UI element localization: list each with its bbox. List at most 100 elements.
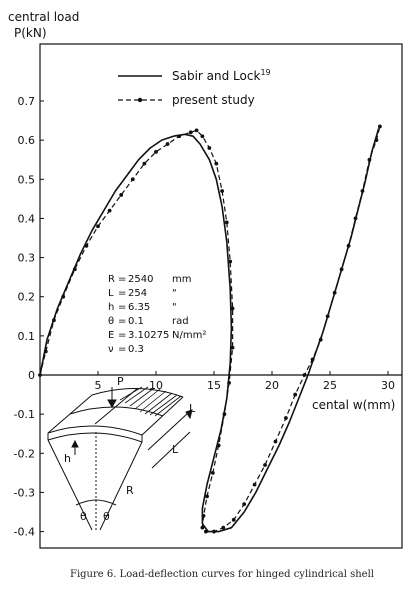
inset-label-load: P (117, 375, 124, 388)
x-tick-label: 5 (95, 379, 102, 392)
series-point-present-study (367, 157, 372, 162)
y-tick-label: 0.2 (18, 291, 36, 304)
series-point-present-study (107, 208, 112, 213)
angle-arc-left (75, 499, 97, 506)
series-point-present-study (263, 463, 267, 467)
x-tick-label: 15 (207, 379, 221, 392)
series-point-present-study (200, 134, 205, 139)
param-equals: = (118, 274, 126, 285)
series-point-present-study (231, 517, 236, 522)
radius-line-right (99, 441, 143, 531)
radius-line-left (47, 439, 93, 531)
dimension-line-2 (151, 431, 191, 469)
y-tick-label: 0.5 (18, 173, 36, 186)
series-point-present-study (119, 193, 124, 197)
series-point-present-study (96, 224, 100, 229)
y-tick-label: 0.7 (18, 95, 36, 108)
series-point-present-study (222, 412, 227, 417)
legend: Sabir and Lock19 present study (118, 68, 271, 107)
axis-ticks: 5 10 15 20 25 300.70.60.50.40.30.20.10-0.1-0.… (14, 95, 395, 539)
series-point-present-study (142, 161, 147, 166)
series-point-present-study (203, 529, 208, 534)
series-point-present-study (84, 243, 89, 248)
series-point-present-study (61, 294, 66, 299)
series-point-present-study (224, 220, 229, 225)
param-equals: = (118, 344, 126, 355)
shell-hatched-quarter (119, 386, 182, 417)
param-value: 0.1 (128, 316, 144, 327)
x-axis-label: cental w(mm) (312, 398, 395, 412)
series-point-present-study (52, 318, 56, 323)
series-point-present-study (230, 306, 235, 311)
series-point-present-study (360, 189, 365, 193)
series-point-present-study (310, 357, 315, 362)
param-unit: N/mm² (172, 330, 206, 341)
series-point-present-study (228, 259, 233, 264)
load-arrow-head (107, 399, 117, 409)
param-value: 3.10275 (128, 330, 169, 341)
param-equals: = (118, 330, 126, 341)
inset-label-length1: L (189, 402, 196, 415)
y-tick-label: 0.1 (18, 330, 36, 343)
series-point-present-study (293, 392, 298, 397)
series-point-present-study (374, 138, 379, 143)
figure-caption: Figure 6. Load-deflection curves for hin… (70, 569, 374, 580)
param-symbol: h (108, 302, 114, 313)
param-unit: mm (172, 274, 191, 285)
series-point-present-study (325, 314, 330, 319)
series-point-present-study (212, 529, 216, 534)
shell-mid-line (69, 406, 164, 417)
inset-label-radius: R (126, 484, 134, 497)
series-point-present-study (332, 290, 337, 295)
series-point-present-study (207, 146, 212, 150)
series-point-present-study (72, 267, 77, 272)
inset-label-angle1: θ (80, 510, 87, 523)
series-point-present-study (165, 142, 170, 146)
series-point-present-study (188, 130, 193, 135)
series-line-sabir-lock (39, 128, 380, 533)
param-symbol: L (108, 288, 114, 299)
param-value: 0.3 (128, 344, 144, 355)
shell-thickness-edge (47, 432, 143, 443)
shell-inset-diagram (47, 386, 193, 531)
series-point-present-study (302, 373, 307, 377)
y-tick-label: 0.3 (18, 252, 36, 265)
shell-front-edge (47, 425, 143, 436)
param-value: 254 (128, 288, 147, 299)
param-symbol: θ (108, 316, 114, 327)
series-point-present-study (230, 345, 235, 350)
y-tick-label: 0 (28, 369, 35, 382)
y-tick-label: -0.3 (14, 486, 35, 499)
y-axis-label-line2: P(kN) (14, 26, 47, 40)
series-point-present-study (242, 502, 247, 507)
series-point-present-study (205, 494, 209, 499)
plot-border (39, 43, 403, 549)
series-point-present-study (284, 416, 288, 420)
series-point-present-study (221, 525, 226, 530)
series-point-present-study (200, 525, 205, 530)
x-tick-label: 20 (265, 379, 279, 392)
param-symbol: R (108, 274, 115, 285)
param-unit: rad (172, 316, 189, 327)
series-point-present-study (38, 373, 42, 377)
series-point-present-study (216, 443, 221, 448)
param-equals: = (118, 316, 126, 327)
legend-sabir-label: Sabir and Lock19 (172, 68, 271, 83)
series-point-present-study (194, 128, 199, 133)
series-layer (38, 124, 382, 534)
y-tick-label: -0.4 (14, 526, 35, 539)
series-point-present-study (353, 216, 358, 221)
plot-frame (39, 43, 403, 549)
series-point-present-study (177, 134, 182, 139)
x-tick-label: 30 (381, 379, 395, 392)
dimension-line-1 (147, 412, 189, 451)
inset-label-angle2: θ (103, 510, 110, 523)
series-point-present-study (346, 243, 351, 248)
param-symbol: E (108, 330, 114, 341)
param-symbol: ν (108, 344, 114, 355)
series-point-present-study (273, 439, 278, 444)
series-point-present-study (214, 161, 219, 166)
series-point-present-study (227, 380, 231, 385)
